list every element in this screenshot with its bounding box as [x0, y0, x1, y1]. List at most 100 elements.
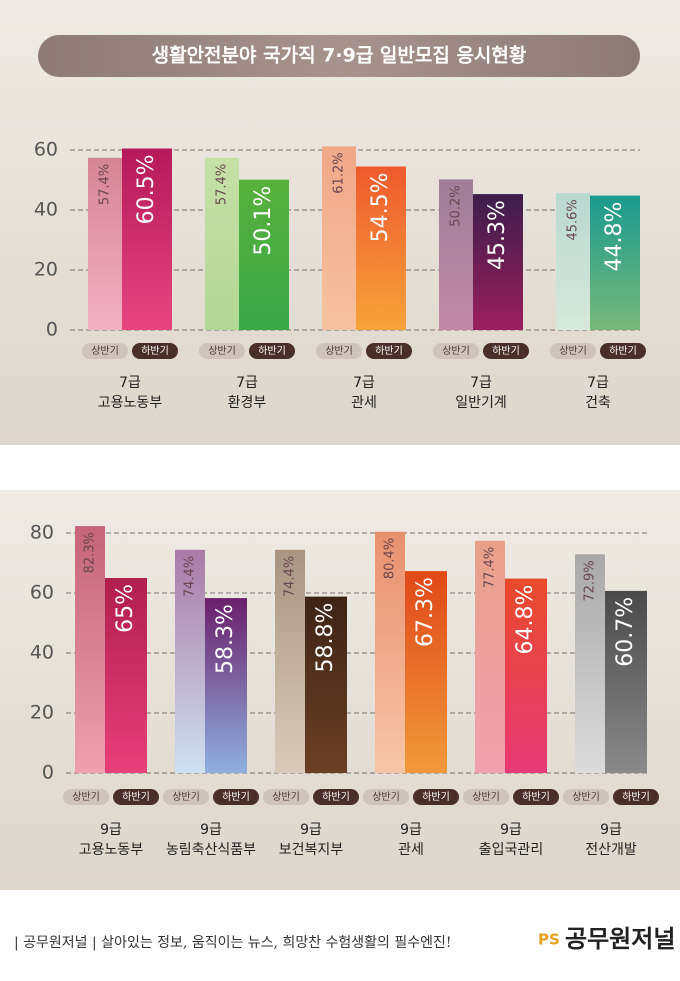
bar — [122, 148, 172, 330]
value-label: 50.1% — [251, 186, 276, 256]
bar — [105, 578, 147, 773]
legend-pill — [63, 789, 109, 805]
x-tick-label: 전산개발 — [585, 842, 637, 858]
bar — [405, 571, 447, 773]
value-label: 54.5% — [368, 173, 393, 243]
value-label: 60.7% — [613, 597, 638, 667]
legend-label: 하반기 — [622, 790, 650, 803]
value-label: 45.6% — [566, 199, 581, 240]
legend-label: 상반기 — [572, 791, 600, 803]
legend-pill — [366, 343, 412, 359]
legend-label: 상반기 — [559, 345, 587, 357]
legend-pill — [413, 789, 459, 805]
bar — [475, 540, 505, 773]
legend-label: 하반기 — [122, 790, 150, 803]
y-tick-label: 60 — [30, 582, 54, 604]
bar — [275, 549, 305, 773]
value-label: 80.4% — [383, 538, 398, 579]
x-tick-label: 9급 — [400, 822, 422, 838]
legend-label: 하반기 — [522, 790, 550, 803]
legend-pill — [563, 789, 609, 805]
legend-label: 하반기 — [492, 344, 520, 357]
x-tick-label: 7급 — [236, 375, 258, 391]
value-label: 74.4% — [283, 556, 298, 597]
legend-pill — [316, 343, 362, 359]
bar — [305, 596, 347, 773]
bar — [473, 194, 523, 330]
value-label: 57.4% — [215, 164, 230, 205]
legend-pill — [113, 789, 159, 805]
legend-label: 하반기 — [222, 790, 250, 803]
bar — [356, 166, 406, 330]
x-tick-label: 7급 — [353, 375, 375, 391]
x-tick-label: 일반기계 — [455, 395, 507, 411]
legend-pill — [483, 343, 529, 359]
chart-title: 생활안전분야 국가직 7·9급 일반모집 응시현황 — [152, 44, 527, 67]
logo: 공무원저널 — [565, 925, 675, 953]
legend-label: 상반기 — [442, 345, 470, 357]
x-tick-label: 관세 — [351, 395, 377, 411]
value-label: 72.9% — [583, 560, 598, 601]
x-tick-label: 9급 — [500, 822, 522, 838]
bar — [505, 578, 547, 773]
legend-label: 상반기 — [372, 791, 400, 803]
y-tick-label: 80 — [30, 522, 54, 544]
y-tick-label: 20 — [30, 702, 54, 724]
bar — [88, 157, 122, 330]
title-pill — [38, 35, 640, 77]
value-label: 61.2% — [332, 152, 347, 193]
legend-label: 하반기 — [258, 344, 286, 357]
logo-mark: PS — [538, 931, 560, 949]
legend-pill — [82, 343, 128, 359]
legend-pill — [433, 343, 479, 359]
bar — [205, 598, 247, 773]
bar — [322, 146, 356, 330]
legend-label: 하반기 — [322, 790, 350, 803]
legend-pill — [613, 789, 659, 805]
legend-pill — [249, 343, 295, 359]
legend-pill — [199, 343, 245, 359]
value-label: 50.2% — [449, 185, 464, 226]
footer-text: | 공무원저널 | 살아있는 정보, 움직이는 뉴스, 희망찬 수험생활의 필수… — [14, 935, 452, 951]
y-tick-label: 0 — [42, 762, 54, 784]
legend-pill — [263, 789, 309, 805]
legend-pill — [363, 789, 409, 805]
legend-label: 하반기 — [141, 344, 169, 357]
legend-label: 상반기 — [91, 345, 119, 357]
legend-label: 하반기 — [609, 344, 637, 357]
value-label: 58.3% — [213, 604, 238, 674]
x-tick-label: 9급 — [200, 822, 222, 838]
legend-label: 상반기 — [208, 345, 236, 357]
value-label: 65% — [113, 584, 138, 633]
bar — [75, 526, 105, 773]
bar — [590, 195, 640, 330]
value-label: 82.3% — [83, 532, 98, 573]
x-tick-label: 7급 — [119, 375, 141, 391]
x-tick-label: 9급 — [100, 822, 122, 838]
value-label: 67.3% — [413, 577, 438, 647]
x-tick-label: 9급 — [300, 822, 322, 838]
x-tick-label: 고용노동부 — [98, 395, 163, 411]
x-tick-label: 농림축산식품부 — [166, 842, 256, 858]
legend-pill — [513, 789, 559, 805]
legend-pill — [550, 343, 596, 359]
y-tick-label: 40 — [34, 199, 58, 221]
y-tick-label: 60 — [34, 139, 58, 161]
x-tick-label: 환경부 — [228, 395, 267, 411]
x-tick-label: 건축 — [585, 395, 611, 411]
x-tick-label: 출입국관리 — [479, 842, 543, 858]
bar — [239, 179, 289, 330]
legend-label: 하반기 — [375, 344, 403, 357]
x-tick-label: 9급 — [600, 822, 622, 838]
y-tick-label: 0 — [46, 319, 58, 341]
bar — [605, 590, 647, 773]
x-tick-label: 7급 — [587, 375, 609, 391]
legend-pill — [313, 789, 359, 805]
bar — [575, 554, 605, 773]
value-label: 60.5% — [134, 155, 159, 225]
value-label: 64.8% — [513, 585, 538, 655]
value-label: 45.3% — [485, 200, 510, 270]
y-tick-label: 20 — [34, 259, 58, 281]
y-tick-label: 40 — [30, 642, 54, 664]
